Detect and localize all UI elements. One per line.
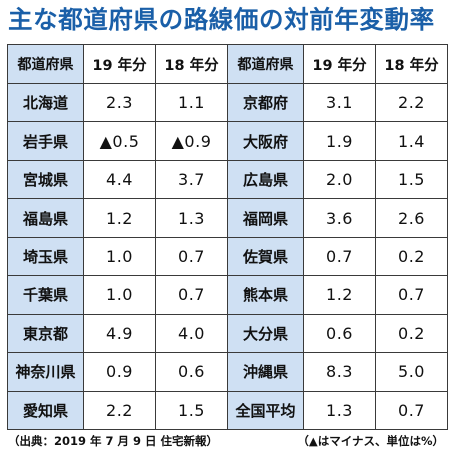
table-row: 岩手県 ▲0.5 ▲0.9 大阪府 1.9 1.4 bbox=[7, 121, 448, 161]
header-pref-left: 都道府県 bbox=[7, 44, 84, 84]
header-19-right: 19 年分 bbox=[303, 44, 376, 84]
header-18-right: 18 年分 bbox=[375, 44, 448, 84]
page-title: 主な都道府県の路線価の対前年変動率 bbox=[8, 5, 435, 34]
value-18-left: 0.7 bbox=[155, 275, 228, 315]
value-19-right: 1.2 bbox=[303, 275, 376, 315]
pref-name-right: 大阪府 bbox=[227, 121, 304, 161]
value-18-right: 1.4 bbox=[375, 121, 448, 161]
pref-name-right: 佐賀県 bbox=[227, 236, 304, 277]
value-19-right: 8.3 bbox=[303, 352, 376, 392]
pref-name-left: 神奈川県 bbox=[7, 352, 84, 392]
value-19-left: 0.9 bbox=[83, 352, 156, 392]
value-19-left: ▲0.5 bbox=[83, 121, 156, 161]
value-19-left: 1.2 bbox=[83, 198, 156, 238]
value-18-right: 0.2 bbox=[375, 313, 448, 354]
value-18-left: 1.3 bbox=[155, 198, 228, 238]
pref-name-right: 全国平均 bbox=[227, 390, 304, 430]
source-note: （出典：2019 年 7 月 9 日 住宅新報） bbox=[8, 434, 219, 448]
pref-name-left: 北海道 bbox=[7, 82, 84, 123]
value-19-right: 3.1 bbox=[303, 82, 376, 123]
value-18-right: 0.7 bbox=[375, 275, 448, 315]
value-19-left: 2.3 bbox=[83, 82, 156, 123]
header-row: 都道府県 19 年分 18 年分 都道府県 19 年分 18 年分 bbox=[7, 44, 448, 84]
value-19-right: 0.7 bbox=[303, 236, 376, 277]
value-19-left: 4.9 bbox=[83, 313, 156, 354]
table-row: 愛知県 2.2 1.5 全国平均 1.3 0.7 bbox=[7, 390, 448, 430]
value-19-left: 1.0 bbox=[83, 236, 156, 277]
value-19-left: 2.2 bbox=[83, 390, 156, 430]
pref-name-left: 福島県 bbox=[7, 198, 84, 238]
pref-name-left: 岩手県 bbox=[7, 121, 84, 161]
table-row: 北海道 2.3 1.1 京都府 3.1 2.2 bbox=[7, 82, 448, 123]
pref-name-left: 愛知県 bbox=[7, 390, 84, 430]
pref-name-left: 千葉県 bbox=[7, 275, 84, 315]
value-19-right: 1.3 bbox=[303, 390, 376, 430]
table-row: 千葉県 1.0 0.7 熊本県 1.2 0.7 bbox=[7, 275, 448, 315]
table-row: 東京都 4.9 4.0 大分県 0.6 0.2 bbox=[7, 313, 448, 354]
value-18-left: 4.0 bbox=[155, 313, 228, 354]
pref-name-right: 大分県 bbox=[227, 313, 304, 354]
value-18-left: 1.5 bbox=[155, 390, 228, 430]
value-19-right: 1.9 bbox=[303, 121, 376, 161]
pref-name-right: 福岡県 bbox=[227, 198, 304, 238]
value-18-right: 0.2 bbox=[375, 236, 448, 277]
value-19-right: 3.6 bbox=[303, 198, 376, 238]
value-18-left: 3.7 bbox=[155, 159, 228, 200]
header-pref-right: 都道府県 bbox=[227, 44, 304, 84]
value-18-right: 5.0 bbox=[375, 352, 448, 392]
pref-name-left: 埼玉県 bbox=[7, 236, 84, 277]
value-19-left: 4.4 bbox=[83, 159, 156, 200]
value-18-left: 1.1 bbox=[155, 82, 228, 123]
pref-name-left: 東京都 bbox=[7, 313, 84, 354]
pref-name-right: 広島県 bbox=[227, 159, 304, 200]
value-18-left: 0.6 bbox=[155, 352, 228, 392]
value-18-right: 1.5 bbox=[375, 159, 448, 200]
table-row: 埼玉県 1.0 0.7 佐賀県 0.7 0.2 bbox=[7, 236, 448, 277]
pref-name-left: 宮城県 bbox=[7, 159, 84, 200]
value-18-left: ▲0.9 bbox=[155, 121, 228, 161]
value-19-right: 0.6 bbox=[303, 313, 376, 354]
value-19-left: 1.0 bbox=[83, 275, 156, 315]
value-18-right: 2.6 bbox=[375, 198, 448, 238]
header-18-left: 18 年分 bbox=[155, 44, 228, 84]
pref-name-right: 京都府 bbox=[227, 82, 304, 123]
value-18-right: 2.2 bbox=[375, 82, 448, 123]
value-18-left: 0.7 bbox=[155, 236, 228, 277]
rate-change-table: 都道府県 19 年分 18 年分 都道府県 19 年分 18 年分 北海道 2.3… bbox=[7, 44, 448, 430]
table-row: 福島県 1.2 1.3 福岡県 3.6 2.6 bbox=[7, 198, 448, 238]
unit-note: （▲はマイナス、単位は%） bbox=[297, 434, 444, 448]
table-row: 宮城県 4.4 3.7 広島県 2.0 1.5 bbox=[7, 159, 448, 200]
table-body: 北海道 2.3 1.1 京都府 3.1 2.2 岩手県 ▲0.5 ▲0.9 大阪府 1.9 1.4 宮城… bbox=[7, 82, 448, 430]
value-18-right: 0.7 bbox=[375, 390, 448, 430]
pref-name-right: 熊本県 bbox=[227, 275, 304, 315]
header-19-left: 19 年分 bbox=[83, 44, 156, 84]
table-row: 神奈川県 0.9 0.6 沖縄県 8.3 5.0 bbox=[7, 352, 448, 392]
value-19-right: 2.0 bbox=[303, 159, 376, 200]
pref-name-right: 沖縄県 bbox=[227, 352, 304, 392]
